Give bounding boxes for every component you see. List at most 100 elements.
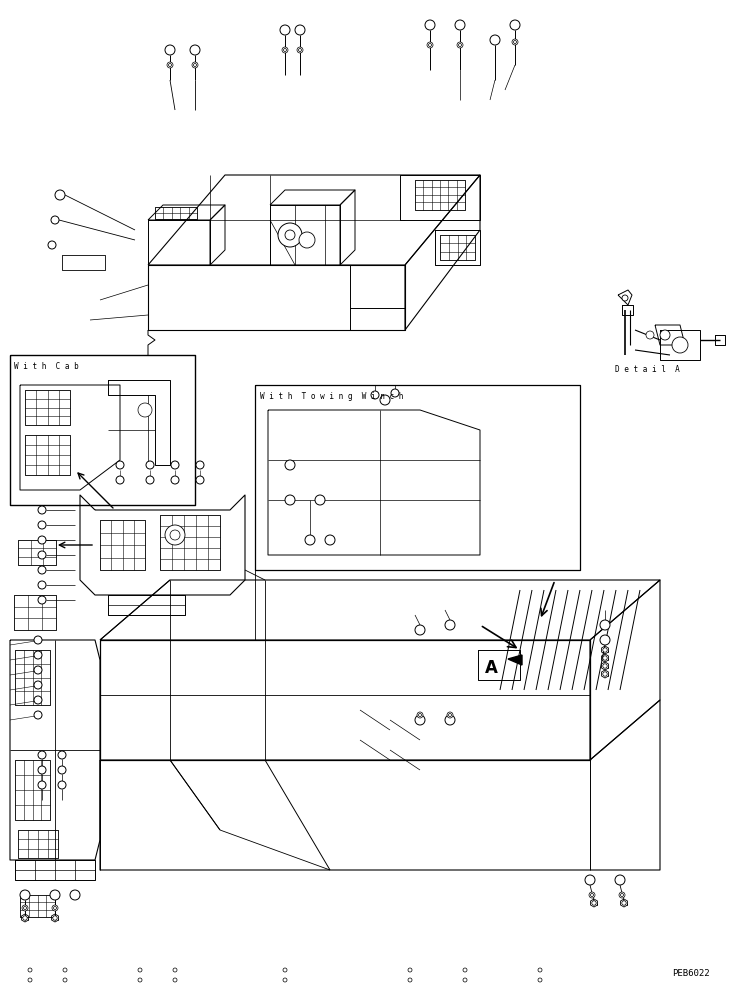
- Circle shape: [38, 751, 46, 759]
- Circle shape: [445, 715, 455, 725]
- Circle shape: [602, 672, 608, 676]
- Circle shape: [165, 45, 175, 55]
- Circle shape: [50, 890, 60, 900]
- Circle shape: [196, 461, 204, 469]
- Circle shape: [38, 596, 46, 604]
- Circle shape: [70, 890, 80, 900]
- Circle shape: [458, 43, 461, 46]
- Circle shape: [283, 48, 286, 51]
- Circle shape: [138, 978, 142, 982]
- Circle shape: [282, 47, 288, 53]
- Circle shape: [415, 625, 425, 635]
- Circle shape: [38, 781, 46, 789]
- Circle shape: [315, 495, 325, 505]
- Circle shape: [58, 751, 66, 759]
- Circle shape: [283, 968, 287, 972]
- Polygon shape: [508, 655, 522, 665]
- Circle shape: [371, 391, 379, 399]
- Circle shape: [672, 337, 688, 353]
- Circle shape: [602, 664, 608, 668]
- Circle shape: [615, 875, 625, 885]
- Circle shape: [146, 476, 154, 484]
- Circle shape: [173, 978, 177, 982]
- Circle shape: [299, 232, 315, 248]
- Circle shape: [417, 712, 423, 718]
- Circle shape: [192, 62, 198, 68]
- Circle shape: [463, 978, 467, 982]
- Circle shape: [53, 916, 57, 920]
- Circle shape: [171, 476, 179, 484]
- Circle shape: [538, 968, 542, 972]
- Circle shape: [602, 656, 608, 660]
- Circle shape: [490, 35, 500, 45]
- Circle shape: [22, 905, 28, 911]
- Circle shape: [510, 20, 520, 30]
- Circle shape: [619, 892, 625, 898]
- Circle shape: [285, 495, 295, 505]
- Circle shape: [190, 45, 200, 55]
- Circle shape: [38, 536, 46, 544]
- Circle shape: [285, 460, 295, 470]
- Circle shape: [20, 890, 30, 900]
- Circle shape: [512, 39, 518, 45]
- Circle shape: [299, 48, 302, 51]
- Circle shape: [48, 241, 56, 249]
- Circle shape: [28, 978, 32, 982]
- Circle shape: [380, 395, 390, 405]
- Circle shape: [646, 331, 654, 339]
- Circle shape: [51, 216, 59, 224]
- Circle shape: [415, 715, 425, 725]
- Circle shape: [585, 875, 595, 885]
- Circle shape: [168, 63, 171, 66]
- Circle shape: [408, 978, 412, 982]
- Circle shape: [34, 711, 42, 719]
- Circle shape: [445, 620, 455, 630]
- Text: A: A: [485, 659, 498, 677]
- Circle shape: [58, 781, 66, 789]
- Circle shape: [408, 968, 412, 972]
- Circle shape: [63, 968, 67, 972]
- Circle shape: [449, 713, 452, 716]
- Circle shape: [660, 330, 670, 340]
- Circle shape: [600, 635, 610, 645]
- Circle shape: [138, 968, 142, 972]
- Circle shape: [34, 651, 42, 659]
- Text: W i t h  T o w i n g  W i n c h: W i t h T o w i n g W i n c h: [260, 392, 403, 401]
- Circle shape: [165, 525, 185, 545]
- Circle shape: [280, 25, 290, 35]
- Circle shape: [52, 905, 58, 911]
- Circle shape: [63, 978, 67, 982]
- Circle shape: [391, 389, 399, 397]
- Circle shape: [170, 530, 180, 540]
- Circle shape: [38, 506, 46, 514]
- Circle shape: [138, 403, 152, 417]
- Circle shape: [34, 681, 42, 689]
- Circle shape: [425, 20, 435, 30]
- Circle shape: [305, 535, 315, 545]
- Circle shape: [38, 551, 46, 559]
- Circle shape: [285, 230, 295, 240]
- Circle shape: [297, 47, 303, 53]
- Circle shape: [457, 42, 463, 48]
- Circle shape: [602, 648, 608, 652]
- Circle shape: [55, 190, 65, 200]
- Circle shape: [278, 223, 302, 247]
- Circle shape: [23, 916, 27, 920]
- Circle shape: [38, 581, 46, 589]
- Circle shape: [419, 713, 422, 716]
- Circle shape: [34, 696, 42, 704]
- Circle shape: [463, 968, 467, 972]
- Circle shape: [116, 461, 124, 469]
- Circle shape: [38, 766, 46, 774]
- Circle shape: [447, 712, 453, 718]
- Circle shape: [193, 63, 196, 66]
- Circle shape: [283, 978, 287, 982]
- Circle shape: [538, 978, 542, 982]
- Circle shape: [23, 907, 26, 910]
- Circle shape: [167, 62, 173, 68]
- Circle shape: [428, 43, 431, 46]
- Circle shape: [427, 42, 433, 48]
- Circle shape: [621, 893, 624, 896]
- Circle shape: [514, 41, 517, 43]
- Text: D e t a i l  A: D e t a i l A: [615, 365, 680, 374]
